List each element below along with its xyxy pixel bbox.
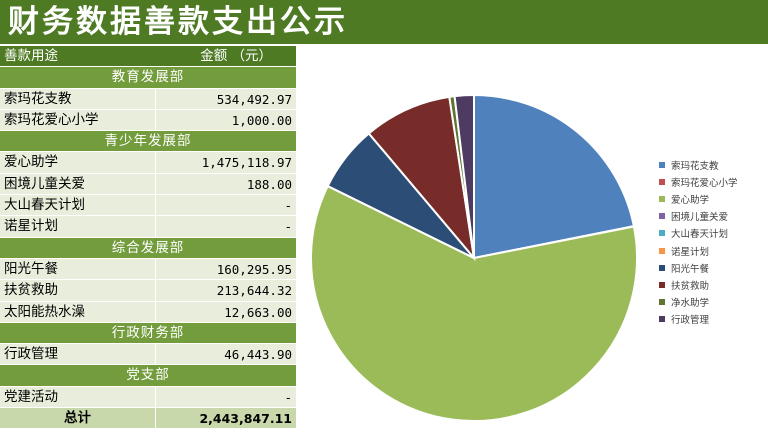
legend-swatch (659, 264, 665, 271)
table-row: 党建活动 - (0, 386, 296, 409)
item-name: 诺星计划 (0, 216, 156, 237)
legend-label: 索玛花爱心小学 (671, 177, 738, 189)
legend-swatch (659, 316, 665, 323)
legend-label: 行政管理 (671, 315, 710, 327)
item-name: 爱心助学 (0, 152, 156, 173)
legend-entry: 扶贫救助 (659, 276, 763, 293)
pie-slice (367, 95, 476, 262)
pie-chart (310, 93, 638, 422)
table-header: 善款用途 金额 （元） (0, 46, 296, 68)
expense-table: 善款用途 金额 （元） 教育发展部索玛花支教 534,492.97 索玛花爱心小学 1,0… (0, 46, 296, 430)
legend-label: 爱心助学 (671, 194, 710, 206)
item-amount: 1,000.00 (231, 112, 292, 128)
pie-chart-panel: 索玛花支教索玛花爱心小学 爱心助学困境儿童关爱 大山春天计划 诺星计划阳光午餐扶贫救助… (297, 46, 768, 432)
legend-entry: 索玛花支教 (659, 156, 763, 173)
legend-label: 净水助学 (671, 298, 710, 310)
section-title: 行政财务部 (111, 324, 185, 341)
legend-label: 大山春天计划 (671, 229, 729, 241)
legend-swatch (659, 161, 665, 168)
legend-swatch (659, 195, 665, 202)
section-title: 综合发展部 (111, 239, 185, 256)
total-label: 总计 (0, 408, 156, 429)
chart-legend: 索玛花支教索玛花爱心小学 爱心助学困境儿童关爱 大山春天计划 诺星计划阳光午餐扶贫救助… (659, 156, 763, 328)
legend-label: 扶贫救助 (671, 280, 710, 292)
legend-entry: 大山春天计划 (659, 225, 763, 242)
item-amount: 213,644.32 (216, 283, 292, 299)
section-title: 青少年发展部 (104, 133, 192, 150)
pie-slice (473, 93, 636, 260)
item-amount: - (284, 219, 292, 235)
item-name: 索玛花支教 (0, 88, 156, 109)
legend-entry: 困境儿童关爱 (659, 208, 763, 225)
table-row: 太阳能热水澡 12,663.00 (0, 301, 296, 323)
table-row: 阳光午餐 160,295.95 (0, 258, 296, 281)
pie-slice (310, 184, 638, 422)
item-name: 太阳能热水澡 (0, 301, 156, 322)
page-title: 财务数据善款支出公示 (8, 4, 348, 40)
item-amount: 46,443.90 (224, 347, 292, 363)
legend-entry: 行政管理 (659, 311, 763, 328)
legend-entry: 索玛花爱心小学 (659, 173, 763, 190)
item-name: 阳光午餐 (0, 258, 156, 280)
legend-entry: 诺星计划 (659, 242, 763, 259)
section-row: 行政财务部 (0, 322, 296, 345)
legend-label: 索玛花支教 (671, 160, 719, 172)
legend-swatch (659, 230, 665, 237)
table-row: 爱心助学 1,475,118.97 (0, 152, 296, 174)
section-row: 党支部 (0, 365, 296, 387)
legend-label: 困境儿童关爱 (671, 212, 729, 224)
item-amount: 188.00 (246, 176, 292, 192)
item-amount: - (284, 198, 292, 214)
item-name: 困境儿童关爱 (0, 173, 156, 195)
legend-swatch (659, 299, 665, 306)
header-amount: 金额 （元） (200, 48, 272, 64)
legend-swatch (659, 247, 665, 254)
pie-slice (453, 93, 475, 259)
table-row: 困境儿童关爱 188.00 (0, 173, 296, 196)
item-amount: 12,663.00 (224, 304, 292, 320)
item-name: 党建活动 (0, 386, 156, 408)
legend-entry: 爱心助学 (659, 190, 763, 207)
legend-label: 阳光午餐 (671, 263, 710, 275)
item-name: 索玛花爱心小学 (0, 109, 156, 131)
item-amount: - (284, 389, 292, 405)
table-row: 索玛花支教 534,492.97 (0, 88, 296, 110)
legend-swatch (659, 178, 665, 185)
total-row: 总计 2,443,847.11 (0, 408, 296, 430)
total-amount: 2,443,847.11 (199, 411, 292, 427)
item-amount: 160,295.95 (216, 261, 292, 277)
section-row: 教育发展部 (0, 67, 296, 89)
table-row: 行政管理 46,443.90 (0, 344, 296, 366)
table-row: 诺星计划 - (0, 216, 296, 238)
table-row: 扶贫救助 213,644.32 (0, 280, 296, 302)
item-name: 行政管理 (0, 344, 156, 365)
item-amount: 1,475,118.97 (201, 155, 292, 171)
section-title: 党支部 (126, 367, 170, 384)
item-name: 扶贫救助 (0, 280, 156, 301)
legend-swatch (659, 281, 665, 288)
section-title: 教育发展部 (111, 69, 185, 86)
legend-swatch (659, 213, 665, 220)
item-name: 大山春天计划 (0, 195, 156, 216)
section-row: 青少年发展部 (0, 131, 296, 153)
header-usage: 善款用途 (4, 48, 58, 64)
legend-label: 诺星计划 (671, 246, 710, 258)
item-amount: 534,492.97 (216, 91, 292, 107)
table-row: 索玛花爱心小学 1,000.00 (0, 109, 296, 132)
legend-entry: 净水助学 (659, 294, 763, 311)
section-row: 综合发展部 (0, 237, 296, 259)
title-banner: 财务数据善款支出公示 (0, 0, 768, 46)
table-row: 大山春天计划 - (0, 195, 296, 217)
legend-entry: 阳光午餐 (659, 259, 763, 276)
